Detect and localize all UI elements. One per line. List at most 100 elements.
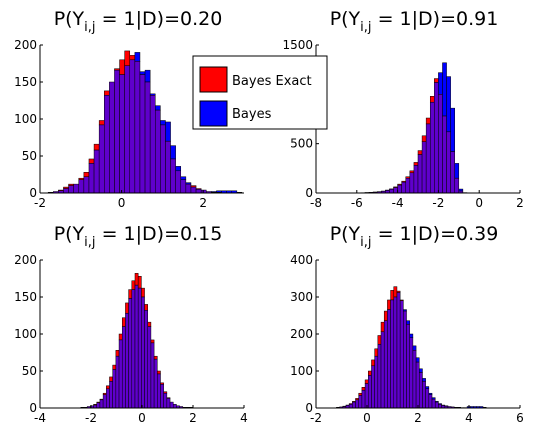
bar-approx-excess (442, 62, 447, 117)
bar-overlap (377, 344, 382, 409)
bar-overlap (121, 326, 126, 409)
bar-exact-excess (157, 370, 161, 375)
bar-exact-excess (144, 304, 148, 311)
bar-overlap (442, 115, 447, 194)
bar-overlap (352, 401, 356, 409)
x-tick-label: 4 (465, 411, 473, 425)
bar-overlap (434, 401, 439, 409)
legend-swatch-approx (199, 100, 228, 127)
bar-overlap (144, 310, 148, 409)
y-tick-label: 0 (29, 401, 37, 415)
bar-overlap (396, 292, 401, 409)
bar-overlap (118, 339, 123, 409)
bar-approx-excess (438, 72, 443, 95)
bar-overlap (409, 172, 415, 194)
bar-overlap (155, 109, 161, 194)
bar-overlap (399, 300, 404, 409)
bar-approx-excess (458, 188, 464, 192)
x-tick-label: 0 (118, 196, 126, 210)
bar-overlap (125, 313, 129, 409)
bar-exact-excess (128, 289, 133, 299)
bar-overlap (393, 296, 398, 409)
bar-approx-excess (415, 357, 420, 363)
bar-overlap (137, 287, 142, 409)
bar-overlap (425, 388, 430, 409)
bar-exact-excess (131, 280, 136, 290)
bar-overlap (419, 372, 423, 409)
bar-exact-excess (147, 321, 152, 327)
bar-exact-excess (368, 370, 372, 376)
x-tick-label: -6 (351, 196, 363, 210)
y-tick-label: 0 (29, 186, 37, 200)
bar-exact-excess (125, 302, 129, 314)
bar-approx-excess (160, 120, 166, 126)
bar-overlap (450, 151, 455, 194)
bar-exact-excess (383, 310, 388, 321)
bar-approx-excess (139, 71, 146, 75)
y-tick-label: 500 (290, 137, 313, 151)
bar-overlap (438, 404, 442, 409)
x-tick-label: 2 (189, 411, 197, 425)
bar-overlap (185, 183, 192, 194)
y-tick-label: 50 (22, 149, 37, 163)
bar-exact-excess (104, 90, 110, 96)
bar-exact-excess (88, 158, 95, 164)
x-tick-label: -2 (34, 196, 46, 210)
y-tick-label: 200 (14, 253, 37, 267)
histogram-bars (336, 286, 487, 409)
bar-overlap (153, 358, 158, 409)
bar-exact-excess (106, 385, 110, 390)
bar-overlap (175, 170, 182, 194)
x-tick-label: -8 (310, 196, 322, 210)
legend: Bayes Exact Bayes (192, 55, 328, 130)
bar-overlap (195, 189, 202, 194)
bar-exact-excess (153, 355, 158, 360)
bar-overlap (128, 298, 133, 409)
bar-exact-excess (434, 78, 439, 83)
bar-overlap (409, 337, 414, 409)
bar-exact-excess (83, 172, 90, 177)
bar-overlap (387, 309, 391, 409)
bar-overlap (157, 373, 161, 409)
y-tick-label: 1500 (282, 38, 313, 52)
bar-overlap (425, 123, 431, 194)
bar-exact-excess (364, 379, 369, 384)
legend-label-approx: Bayes (232, 107, 272, 122)
x-tick-label: -2 (85, 411, 97, 425)
bar-exact-excess (413, 162, 419, 166)
bar-approx-excess (450, 107, 455, 152)
bar-exact-excess (387, 299, 391, 310)
bar-overlap (180, 179, 187, 194)
bar-overlap (412, 350, 417, 409)
bar-exact-excess (109, 376, 113, 382)
bar-exact-excess (421, 135, 427, 142)
bar-overlap (134, 61, 141, 194)
y-tick-label: 200 (14, 38, 37, 52)
bar-overlap (389, 189, 394, 194)
bar-overlap (63, 188, 69, 194)
bar-overlap (428, 394, 433, 409)
bar-exact-excess (141, 287, 145, 298)
x-tick-label: -4 (34, 411, 46, 425)
bar-overlap (429, 101, 435, 194)
bar-overlap (403, 310, 407, 409)
legend-swatch-exact (199, 66, 228, 93)
x-tick-label: -4 (392, 196, 404, 210)
bar-overlap (422, 381, 426, 409)
bar-overlap (112, 369, 117, 409)
y-tick-label: 50 (22, 364, 37, 378)
x-tick-label: 2 (414, 411, 422, 425)
bar-exact-excess (134, 273, 139, 286)
bar-overlap (129, 59, 136, 194)
bar-exact-excess (377, 335, 382, 345)
x-tick-label: 6 (516, 411, 524, 425)
x-tick-label: 0 (363, 411, 371, 425)
bar-overlap (390, 299, 395, 409)
bar-approx-excess (175, 166, 182, 172)
bar-overlap (102, 394, 107, 409)
bar-overlap (78, 179, 85, 194)
